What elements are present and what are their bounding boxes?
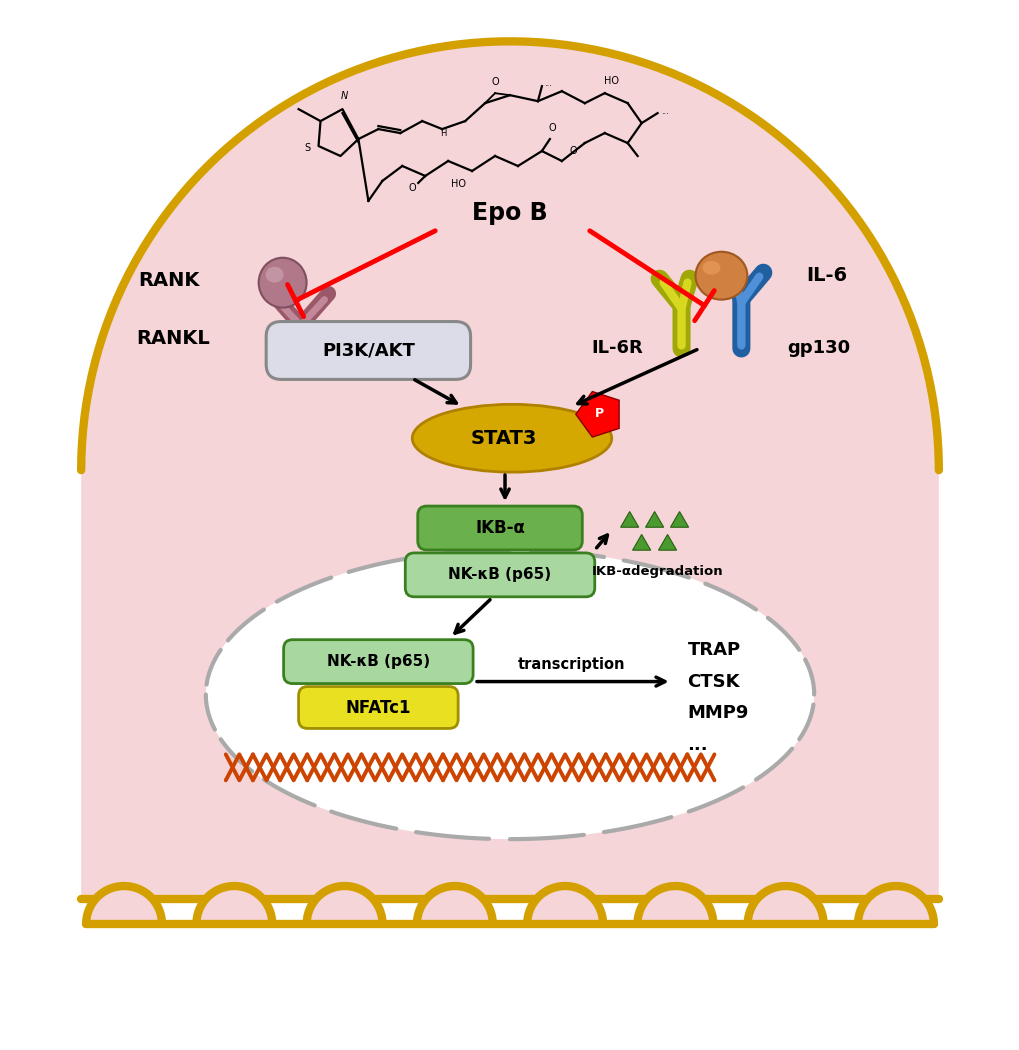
Ellipse shape bbox=[265, 267, 283, 282]
Text: NK-κB (p65): NK-κB (p65) bbox=[448, 567, 551, 583]
Text: MMP9: MMP9 bbox=[687, 705, 748, 722]
Text: H: H bbox=[440, 128, 446, 138]
Ellipse shape bbox=[702, 260, 719, 275]
Polygon shape bbox=[527, 886, 602, 924]
Text: NFATc1: NFATc1 bbox=[345, 698, 411, 716]
Polygon shape bbox=[747, 886, 822, 924]
FancyBboxPatch shape bbox=[418, 506, 582, 550]
Text: RANKL: RANKL bbox=[136, 329, 210, 348]
Text: O: O bbox=[547, 123, 555, 133]
Ellipse shape bbox=[695, 252, 747, 299]
Text: transcription: transcription bbox=[518, 656, 625, 672]
Text: Epo B: Epo B bbox=[472, 201, 547, 225]
Text: gp130: gp130 bbox=[787, 339, 850, 357]
Text: NK-κB (p65): NK-κB (p65) bbox=[326, 654, 429, 669]
Text: HO: HO bbox=[603, 77, 619, 86]
Polygon shape bbox=[82, 41, 937, 899]
Text: O: O bbox=[569, 146, 576, 156]
Polygon shape bbox=[857, 886, 933, 924]
FancyBboxPatch shape bbox=[299, 687, 458, 729]
Text: N: N bbox=[340, 91, 347, 101]
Text: IKB-αdegradation: IKB-αdegradation bbox=[591, 565, 722, 578]
Text: TRAP: TRAP bbox=[687, 640, 740, 658]
Text: ...: ... bbox=[687, 736, 707, 754]
FancyBboxPatch shape bbox=[283, 639, 473, 684]
Ellipse shape bbox=[259, 257, 307, 308]
Text: CTSK: CTSK bbox=[687, 673, 740, 691]
Text: RANK: RANK bbox=[139, 271, 200, 290]
Text: IL-6R: IL-6R bbox=[591, 339, 643, 357]
FancyBboxPatch shape bbox=[405, 553, 594, 596]
Text: IKB-α: IKB-α bbox=[475, 519, 525, 537]
Ellipse shape bbox=[412, 404, 611, 472]
Polygon shape bbox=[637, 886, 712, 924]
Text: ...: ... bbox=[543, 79, 551, 88]
Text: P: P bbox=[595, 406, 603, 420]
Text: O: O bbox=[408, 183, 416, 193]
Text: ...: ... bbox=[661, 107, 668, 116]
Polygon shape bbox=[86, 886, 162, 924]
Text: O: O bbox=[491, 78, 498, 87]
Ellipse shape bbox=[206, 550, 813, 839]
Polygon shape bbox=[417, 886, 492, 924]
Text: HO: HO bbox=[450, 178, 466, 189]
Text: S: S bbox=[305, 143, 311, 153]
Text: IL-6: IL-6 bbox=[806, 267, 847, 286]
Text: PI3K/AKT: PI3K/AKT bbox=[322, 341, 415, 359]
FancyBboxPatch shape bbox=[266, 321, 470, 379]
Polygon shape bbox=[197, 886, 272, 924]
Polygon shape bbox=[307, 886, 382, 924]
Text: STAT3: STAT3 bbox=[471, 428, 537, 447]
